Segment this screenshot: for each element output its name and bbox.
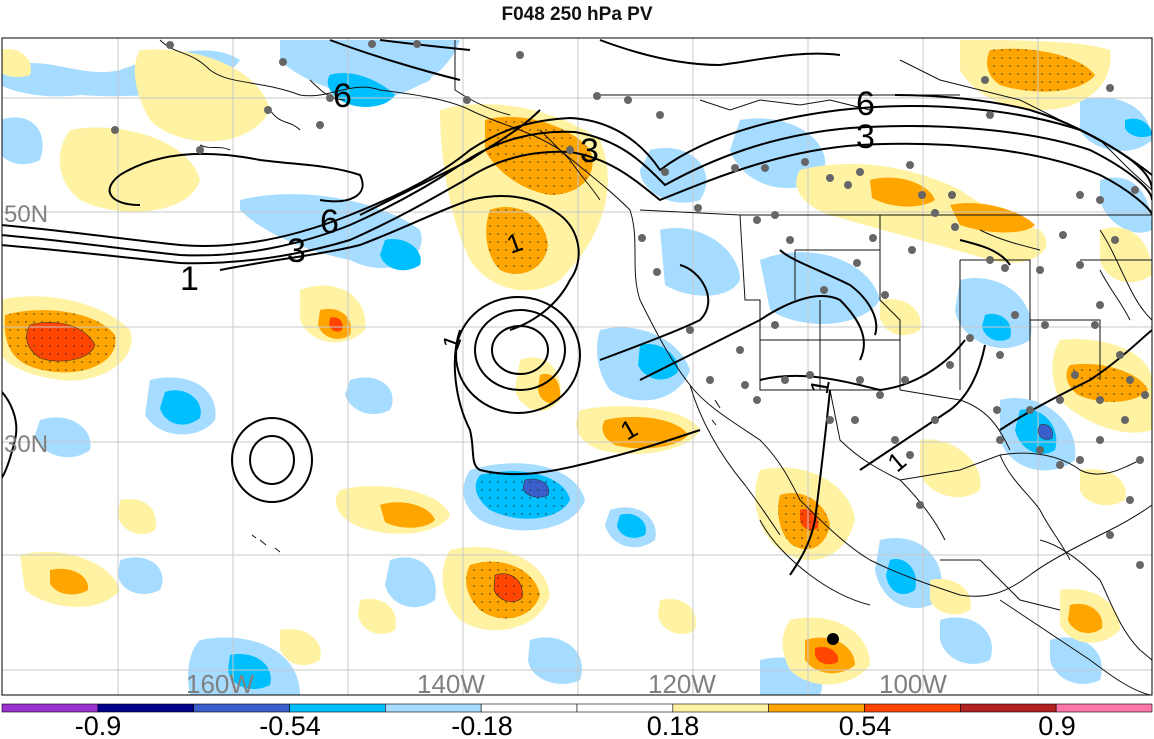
colorbar-tick-label: -0.54: [259, 711, 321, 739]
contour-label: 6: [333, 77, 352, 115]
colorbar: [1, 703, 1153, 713]
contour-label: 6: [856, 85, 875, 123]
colorbar-tick-labels: -0.9 -0.54 -0.18 0.18 0.54 0.9: [75, 711, 1076, 739]
contour-label: 3: [856, 118, 875, 156]
significance-stippling: [4, 48, 1148, 619]
colorbar-tick-label: 0.54: [839, 711, 892, 739]
colorbar-tick-label: -0.9: [75, 711, 122, 739]
pv-closed-contours: [231, 239, 1152, 576]
station-markers: [111, 40, 1149, 569]
colorbar-tick-label: 0.9: [1038, 711, 1076, 739]
pv-contours: [2, 39, 1152, 480]
latitude-labels: 50N 30N: [4, 201, 48, 458]
longitude-labels: 160W 140W 120W 100W: [186, 669, 947, 699]
map-title: F048 250 hPa PV: [501, 4, 653, 25]
contour-label: 1: [180, 260, 199, 298]
lat-label-50n: 50N: [4, 201, 48, 228]
contour-label: 3: [580, 132, 599, 170]
colorbar-segment: [1055, 703, 1153, 713]
colorbar-tick-label: -0.18: [451, 711, 513, 739]
lon-label-160w: 160W: [186, 669, 254, 699]
lon-label-120w: 120W: [648, 669, 716, 699]
lat-lon-grid: [2, 38, 1152, 695]
contour-label: 6: [320, 203, 339, 241]
coastlines: [159, 39, 1152, 695]
hurricane-marker: [827, 633, 839, 645]
contour-label: 1: [804, 377, 836, 396]
contour-label: 3: [287, 232, 306, 270]
lon-label-100w: 100W: [879, 669, 947, 699]
lat-label-30n: 30N: [4, 431, 48, 458]
colorbar-tick-label: 0.18: [647, 711, 700, 739]
contour-labels: 6 3 6 3 1 3 6 1 1 1 1 1: [180, 77, 912, 478]
lon-label-140w: 140W: [417, 669, 485, 699]
map-frame: [1, 37, 1153, 696]
